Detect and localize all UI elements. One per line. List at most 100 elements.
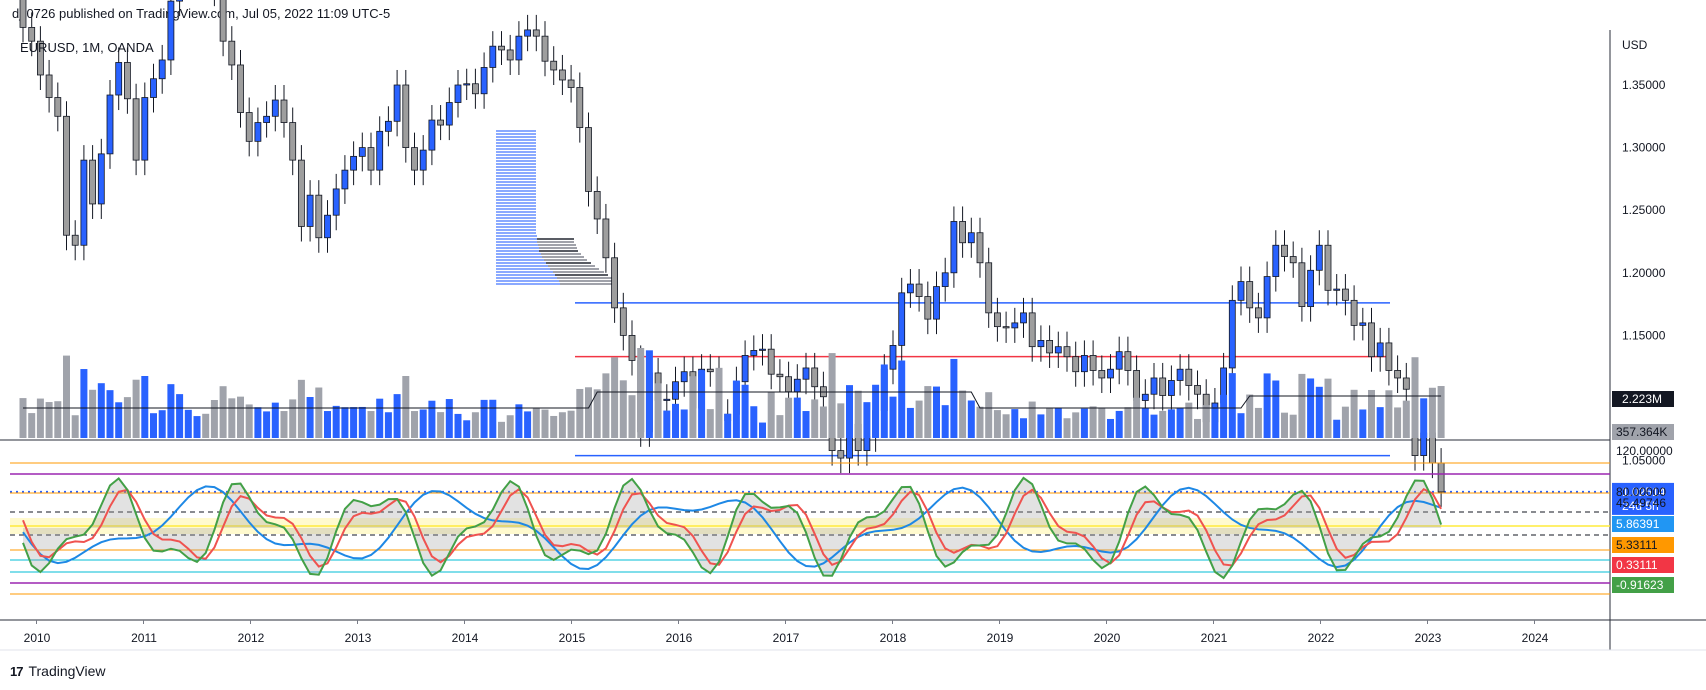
volume-profile-row	[555, 274, 608, 276]
oscillator-value-label: 45.49746	[1616, 496, 1666, 510]
price-tick-label: 1.20000	[1622, 266, 1666, 280]
candle-body	[1150, 377, 1158, 395]
volume-bar	[36, 398, 44, 438]
candle-body	[480, 67, 488, 95]
volume-profile-row	[496, 235, 537, 237]
volume-bar	[906, 407, 914, 438]
time-tick-label: 2022	[1308, 631, 1335, 645]
volume-bar	[498, 421, 505, 438]
candle-body	[1141, 393, 1149, 401]
volume-bar	[1133, 397, 1141, 438]
candle-body	[341, 169, 349, 190]
volume-bar	[532, 408, 540, 438]
volume-profile-row	[553, 271, 604, 273]
volume-bar	[280, 411, 288, 438]
time-tick-label: 2024	[1522, 631, 1549, 645]
volume-bar	[419, 409, 427, 438]
price-axis[interactable]: 1.350001.300001.250001.200001.150001.100…	[1612, 78, 1674, 593]
oscillator-value-label: 80.00000	[1616, 485, 1666, 499]
volume-bar	[985, 392, 993, 438]
candle-body	[541, 35, 549, 62]
volume-bar	[950, 358, 958, 438]
volume-bar	[828, 353, 836, 438]
candle-body	[115, 62, 123, 96]
time-tick-label: 2019	[987, 631, 1014, 645]
oscillator-green-line	[22, 476, 1443, 580]
volume-bar	[1289, 414, 1297, 438]
price-tick-label: 1.30000	[1622, 141, 1666, 155]
candle-body	[19, 0, 27, 28]
time-axis[interactable]: 2010 2011 2012 2013 2014 2015 2016 2017 2018 2019…	[24, 620, 1549, 645]
volume-bar	[550, 415, 558, 438]
volume-profile-row	[496, 217, 536, 219]
candle-body	[863, 436, 871, 451]
volume-profile-row	[496, 187, 536, 189]
time-tick-label: 2017	[773, 631, 800, 645]
candle-body	[976, 232, 984, 264]
volume-bar	[524, 411, 532, 438]
volume-bar	[1376, 407, 1384, 438]
volume-bar	[184, 409, 192, 438]
candle-body	[106, 94, 114, 155]
volume-bar	[1176, 408, 1184, 438]
candle-body	[297, 159, 305, 227]
candle-body	[506, 49, 514, 61]
volume-bar	[202, 413, 210, 438]
candle-body	[384, 120, 392, 132]
volume-bar	[263, 411, 271, 438]
volume-profile-row	[538, 244, 576, 246]
candle-body	[1333, 288, 1341, 291]
volume-bar	[411, 411, 418, 438]
time-tick-label: 2020	[1094, 631, 1121, 645]
volume-profile-row	[496, 154, 536, 156]
time-tick-label: 2023	[1415, 631, 1442, 645]
volume-profile-row	[496, 172, 536, 174]
footer-brand[interactable]: 17 TradingView	[10, 663, 106, 679]
symbol-line[interactable]: EURUSD, 1M, OANDA	[20, 40, 154, 55]
tradingview-logo-icon: 17	[10, 663, 24, 679]
volume-bar	[332, 405, 340, 438]
volume-bar	[993, 410, 1001, 438]
candle-body	[672, 381, 679, 400]
volume-bar	[1011, 409, 1019, 438]
candle-body	[167, 0, 175, 61]
volume-bar	[445, 399, 453, 438]
candle-body	[28, 27, 36, 42]
candle-body	[924, 296, 932, 320]
candle-body	[1159, 377, 1167, 396]
volume-profile-row	[496, 208, 536, 210]
candle-body	[150, 78, 157, 98]
volume-bar	[663, 410, 671, 438]
volume-profile-row	[496, 139, 536, 141]
volume-profile-row	[496, 229, 536, 231]
volume-profile-row	[496, 211, 536, 213]
candle-body	[245, 112, 253, 142]
volume-bar	[271, 402, 279, 438]
volume-bar	[1324, 378, 1332, 438]
volume-bar	[89, 389, 97, 438]
price-tick-label: 1.25000	[1622, 203, 1666, 217]
volume-bar	[1020, 418, 1027, 438]
volume-bar	[767, 392, 775, 438]
time-tick-label: 2018	[880, 631, 907, 645]
volume-profile-row	[496, 223, 536, 225]
time-tick-label: 2012	[238, 631, 265, 645]
volume-bar	[1368, 389, 1375, 438]
volume-profile-row	[496, 181, 536, 183]
volume-bar	[141, 376, 149, 438]
volume-bar	[1054, 408, 1062, 438]
volume-bar	[846, 385, 853, 438]
volume-bar	[115, 402, 123, 438]
candle-body	[463, 83, 471, 86]
candle-body	[428, 119, 436, 151]
candle-body	[776, 373, 784, 378]
volume-bar	[489, 399, 497, 438]
volume-bar	[637, 348, 645, 438]
candle-body	[132, 98, 140, 161]
volume-bar	[567, 410, 575, 438]
oscillator-histogram	[23, 477, 1442, 578]
volume-profile-row	[496, 283, 560, 285]
candle-body	[1376, 342, 1384, 358]
volume-bar	[358, 406, 366, 438]
